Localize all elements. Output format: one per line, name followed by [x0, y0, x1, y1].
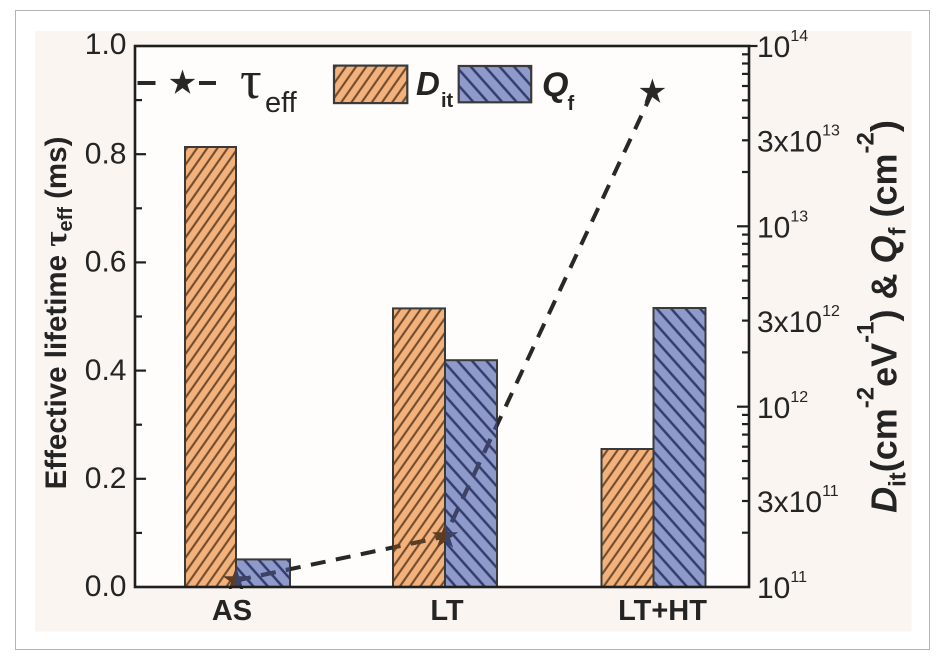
- svg-text:D: D: [416, 65, 440, 102]
- svg-text:Dit(cm-2eV-1) & Qf (cm-2): Dit(cm-2eV-1) & Qf (cm-2): [853, 120, 912, 513]
- svg-text:Effective lifetime τeff (ms): Effective lifetime τeff (ms): [38, 137, 77, 490]
- svg-text:1.0: 1.0: [85, 28, 127, 61]
- svg-text:0.4: 0.4: [85, 354, 127, 387]
- svg-text:τ: τ: [240, 50, 262, 110]
- svg-text:Q: Q: [542, 66, 568, 104]
- svg-text:f: f: [568, 93, 575, 115]
- svg-text:0.2: 0.2: [85, 462, 127, 495]
- svg-text:LT: LT: [430, 595, 464, 627]
- svg-text:0.0: 0.0: [85, 570, 127, 603]
- svg-text:it: it: [441, 90, 454, 112]
- svg-text:LT+HT: LT+HT: [618, 595, 707, 627]
- svg-text:3x1011: 3x1011: [757, 483, 839, 519]
- svg-text:AS: AS: [212, 595, 252, 627]
- svg-text:0.8: 0.8: [85, 137, 127, 170]
- svg-text:eff: eff: [265, 87, 298, 119]
- svg-text:0.6: 0.6: [85, 246, 127, 279]
